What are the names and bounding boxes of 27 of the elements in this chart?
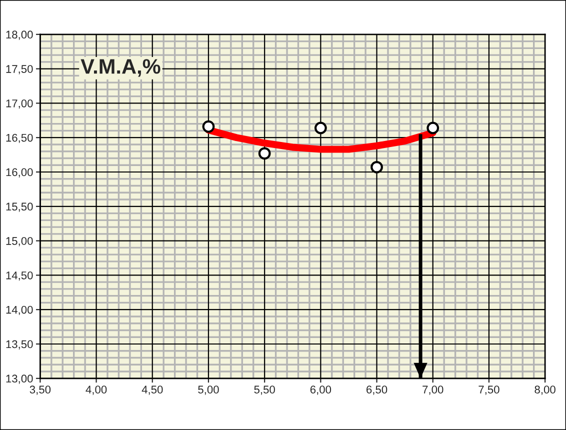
x-tick-label: 7,50 [478, 386, 500, 395]
x-tick-label: 4,50 [142, 386, 163, 395]
y-tick-label: 15,50 [6, 202, 33, 212]
point [370, 160, 383, 174]
y-tick-label: 14,50 [6, 271, 33, 281]
x-tick-label: 6,50 [366, 386, 388, 395]
x-tick-label: 8,00 [534, 386, 556, 395]
x-tick-label: 3,50 [30, 386, 51, 395]
x-tick-label: 5,50 [254, 386, 275, 395]
point [314, 122, 327, 134]
point [202, 120, 215, 133]
y-tick-label: 17,50 [6, 65, 33, 74]
y-tick-label: 18,00 [6, 30, 33, 40]
point [258, 147, 271, 160]
x-tick-label: 6,00 [310, 386, 332, 395]
y-tick-label: 15,00 [6, 237, 33, 246]
y-tick-label: 16,50 [6, 134, 33, 144]
y-tick-label: 16,00 [6, 168, 33, 178]
y-tick-label: 17,00 [6, 99, 33, 109]
annotation: V.M.A,% [80, 59, 160, 77]
y-tick-label: 13,00 [6, 374, 33, 384]
x-tick-label: 5,00 [198, 386, 219, 395]
x-tick-label: 7,00 [422, 386, 444, 395]
y-tick-label: 14,00 [6, 306, 33, 316]
point [426, 122, 440, 134]
y-tick-label: 13,50 [6, 340, 33, 350]
x-tick-label: 4,00 [86, 386, 107, 395]
